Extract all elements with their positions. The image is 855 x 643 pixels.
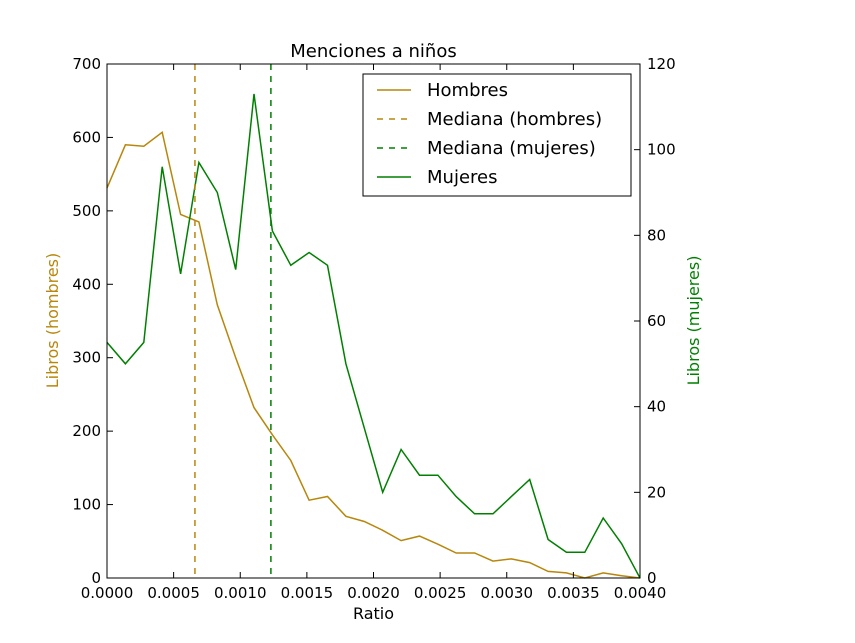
y-right-tick-label: 20	[647, 483, 666, 501]
y-right-tick-label: 0	[647, 569, 657, 587]
x-axis-label: Ratio	[353, 604, 394, 623]
y-left-tick-label: 200	[72, 422, 101, 440]
x-tick-label: 0.0040	[614, 584, 667, 602]
legend-label: Mujeres	[427, 167, 497, 188]
legend-label: Mediana (mujeres)	[427, 138, 596, 159]
legend-label: Mediana (hombres)	[427, 109, 602, 130]
x-tick-label: 0.0025	[414, 584, 467, 602]
y-right-tick-label: 40	[647, 398, 666, 416]
legend-box	[362, 73, 632, 197]
series-line-mujeres	[106, 93, 641, 579]
x-tick-label: 0.0000	[81, 584, 134, 602]
y-left-tick-label: 600	[72, 128, 101, 146]
y-axis-left-label: Libros (hombres)	[43, 253, 62, 389]
x-tick-label: 0.0030	[481, 584, 534, 602]
y-left-tick-label: 0	[91, 569, 101, 587]
chart-title: Menciones a niños	[290, 41, 456, 62]
y-left-tick-label: 400	[72, 275, 101, 293]
x-tick-label: 0.0005	[147, 584, 200, 602]
y-left-tick-label: 300	[72, 349, 101, 367]
series-line-hombres	[106, 130, 641, 579]
y-right-tick-label: 100	[647, 141, 676, 159]
y-left-tick-label: 700	[72, 55, 101, 73]
x-tick-label: 0.0020	[347, 584, 400, 602]
y-right-tick-label: 60	[647, 312, 666, 330]
y-left-tick-label: 100	[72, 496, 101, 514]
x-tick-label: 0.0035	[547, 584, 600, 602]
y-right-tick-label: 120	[647, 55, 676, 73]
x-tick-label: 0.0010	[214, 584, 267, 602]
x-tick-label: 0.0015	[281, 584, 334, 602]
legend-label: Hombres	[427, 80, 508, 101]
y-left-tick-label: 500	[72, 202, 101, 220]
y-axis-right-label: Libros (mujeres)	[684, 256, 703, 386]
y-right-tick-label: 80	[647, 226, 666, 244]
